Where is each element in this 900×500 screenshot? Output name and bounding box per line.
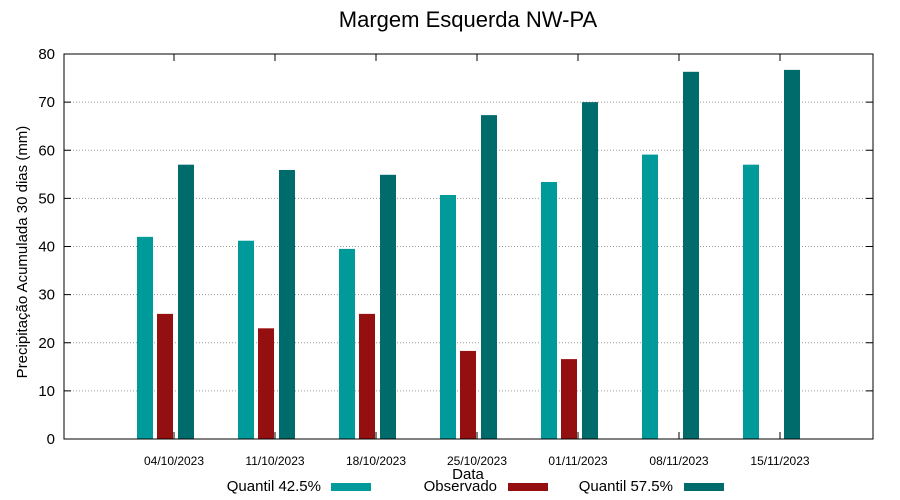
bar-quantil-42-5--2 (339, 248, 355, 439)
bar-quantil-42-5--3 (440, 195, 456, 439)
bar-quantil-57-5--6 (784, 69, 800, 439)
chart-title: Margem Esquerda NW-PA (339, 7, 598, 32)
legend: Quantil 42.5% Observado Quantil 57.5% (227, 478, 724, 495)
bar-observado-4 (561, 359, 577, 439)
bar-observado-3 (460, 350, 476, 439)
y-tick-label: 0 (47, 431, 55, 448)
x-tick-label: 01/11/2023 (548, 454, 607, 468)
x-tick-label: 25/10/2023 (447, 454, 507, 468)
x-tick-label: 04/10/2023 (144, 454, 204, 468)
y-tick-label: 40 (38, 239, 55, 256)
bar-quantil-57-5--5 (683, 71, 699, 440)
bar-quantil-57-5--1 (279, 169, 295, 439)
legend-label: Quantil 57.5% (579, 478, 673, 495)
bar-quantil-57-5--2 (380, 174, 396, 439)
y-tick-label: 50 (38, 190, 55, 207)
x-tick-label: 08/11/2023 (649, 454, 708, 468)
y-tick-label: 70 (38, 94, 55, 111)
legend-swatch (684, 483, 724, 491)
bar-quantil-42-5--1 (238, 240, 254, 439)
y-tick-label: 30 (38, 287, 55, 304)
bar-quantil-42-5--4 (541, 182, 557, 439)
y-tick-label: 20 (38, 335, 55, 352)
bar-quantil-57-5--3 (481, 115, 497, 440)
legend-swatch (331, 483, 371, 491)
bars-group (137, 69, 800, 440)
bar-quantil-42-5--6 (743, 164, 759, 439)
x-tick-label: 11/10/2023 (245, 454, 304, 468)
legend-label: Quantil 42.5% (227, 478, 321, 495)
x-axis-ticks: 04/10/2023 11/10/2023 18/10/2023 25/10/2023… (144, 54, 810, 468)
legend-label: Observado (424, 478, 497, 495)
x-tick-label: 15/11/2023 (750, 454, 809, 468)
bar-observado-0 (157, 313, 173, 439)
bar-observado-2 (359, 313, 375, 439)
bar-quantil-57-5--0 (178, 164, 194, 439)
bar-quantil-42-5--0 (137, 236, 153, 439)
y-tick-label: 60 (38, 142, 55, 159)
bar-quantil-57-5--4 (582, 102, 598, 439)
bar-quantil-42-5--5 (642, 154, 658, 440)
bar-observado-1 (258, 328, 274, 439)
x-axis-label: Data (452, 466, 484, 483)
x-tick-label: 18/10/2023 (346, 454, 406, 468)
y-axis-ticks: 0 10 20 30 40 50 60 70 80 (38, 46, 873, 448)
y-tick-label: 80 (38, 46, 55, 63)
legend-swatch (508, 483, 548, 491)
y-tick-label: 10 (38, 383, 55, 400)
y-axis-label: Precipitação Acumulada 30 dias (mm) (14, 126, 31, 379)
